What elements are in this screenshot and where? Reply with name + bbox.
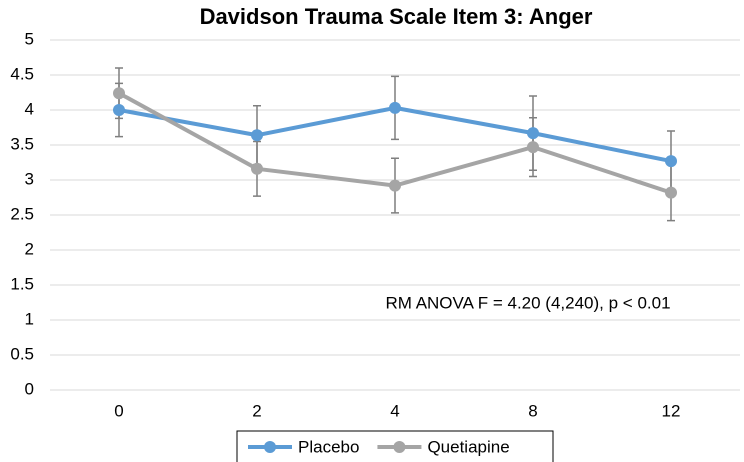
point (389, 101, 401, 114)
annotation: RM ANOVA F = 4.20 (4,240), p < 0.01 (385, 293, 670, 312)
y-tick-label: 2 (25, 239, 34, 258)
y-tick-label: 2.5 (10, 204, 34, 223)
point (389, 179, 401, 192)
y-tick-label: 3.5 (10, 134, 34, 153)
y-tick-label: 4 (25, 99, 34, 118)
point (251, 162, 263, 175)
point (527, 141, 539, 154)
point (665, 186, 677, 199)
x-tick-label: 0 (114, 401, 123, 420)
point (113, 104, 125, 116)
x-tick-label: 2 (252, 401, 261, 420)
y-tick-label: 1.5 (10, 274, 34, 293)
chart-title: Davidson Trauma Scale Item 3: Anger (200, 4, 593, 29)
y-tick-label: 4.5 (10, 64, 34, 83)
x-tick-label: 4 (390, 401, 399, 420)
y-tick-label: 1 (25, 309, 34, 328)
legend-label: Quetiapine (427, 437, 509, 456)
y-tick-label: 3 (25, 169, 34, 188)
point (665, 155, 677, 168)
x-tick-label: 12 (662, 401, 681, 420)
legend-marker (393, 441, 406, 453)
point (527, 127, 539, 140)
x-tick-label: 8 (528, 401, 537, 420)
legend-marker (264, 441, 276, 453)
y-tick-label: 0 (25, 379, 34, 398)
y-tick-label: 0.5 (10, 344, 34, 363)
legend-label: Placebo (298, 437, 359, 456)
y-tick-label: 5 (25, 29, 34, 48)
point (113, 87, 125, 100)
point (251, 129, 263, 142)
